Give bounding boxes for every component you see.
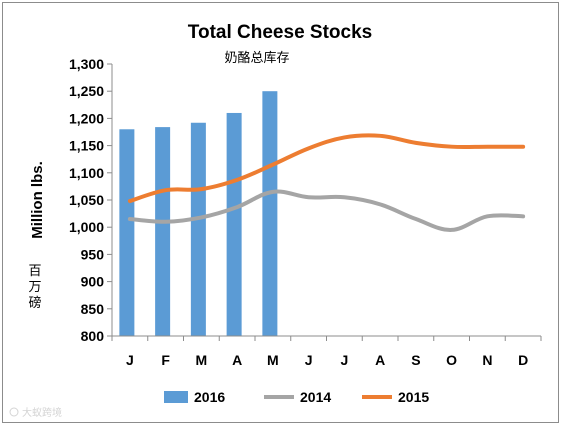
y-tick-label: 1,300 — [69, 56, 104, 72]
legend-item-2014: 2014 — [264, 389, 331, 405]
x-tick-label: A — [232, 352, 242, 368]
legend-item-2016: 2016 — [164, 389, 225, 405]
y-axis-label: Million lbs. — [29, 161, 46, 239]
x-tick-label: M — [196, 352, 208, 368]
legend-label: 2015 — [398, 389, 429, 405]
line-2014 — [127, 189, 526, 232]
y-axis-label-secondary: 百万磅 — [28, 264, 41, 311]
x-tick-label: M — [267, 352, 279, 368]
chart-frame — [2, 2, 559, 423]
y-tick-label: 800 — [81, 328, 105, 344]
watermark: 大蚁跨境 — [9, 406, 62, 419]
y-tick-label: 1,000 — [69, 219, 104, 235]
bar-2016 — [262, 91, 278, 336]
y-tick-label: 1,050 — [69, 192, 104, 208]
chart-subtitle: 奶酪总库存 — [224, 50, 289, 66]
y-tick-label: 1,150 — [69, 138, 104, 154]
x-tick-label: J — [126, 352, 134, 368]
watermark-logo-icon — [9, 407, 19, 417]
y-tick-label: 850 — [81, 301, 105, 317]
x-tick-label: N — [482, 352, 492, 368]
line-series — [127, 133, 526, 232]
legend-item-2015: 2015 — [362, 389, 429, 405]
y-tick-label: 1,200 — [69, 110, 104, 126]
y-axis-label-secondary-char: 万 — [28, 280, 41, 295]
chart-title: Total Cheese Stocks — [188, 22, 372, 43]
x-tick-label: J — [305, 352, 313, 368]
y-tick-label: 1,100 — [69, 165, 104, 181]
bar-series-2016 — [119, 91, 278, 337]
x-tick-label: D — [518, 352, 528, 368]
bar-2016 — [119, 129, 135, 336]
bar-2016 — [226, 112, 242, 337]
y-axis-ticks: 800 850 900 950 1,000 1,050 1,100 1,150 1,200 1,2… — [69, 56, 112, 344]
legend-label: 2016 — [194, 389, 225, 405]
y-tick-label: 950 — [81, 246, 105, 262]
legend: 2016 2014 2015 — [164, 389, 429, 405]
y-tick-label: 1,250 — [69, 83, 104, 99]
bar-2016 — [190, 122, 206, 336]
x-tick-label: J — [340, 352, 348, 368]
y-axis-label-secondary-char: 磅 — [28, 295, 41, 311]
legend-label: 2014 — [300, 389, 331, 405]
legend-swatch — [164, 391, 188, 403]
x-tick-label: F — [161, 352, 170, 368]
watermark-text: 大蚁跨境 — [22, 406, 62, 419]
x-tick-label: O — [446, 352, 457, 368]
line-2015 — [127, 133, 526, 204]
y-tick-label: 900 — [81, 274, 105, 290]
y-axis-label-secondary-char: 百 — [28, 264, 41, 279]
x-tick-label: S — [411, 352, 420, 368]
x-tick-label: A — [375, 352, 385, 368]
bar-2016 — [155, 127, 171, 336]
